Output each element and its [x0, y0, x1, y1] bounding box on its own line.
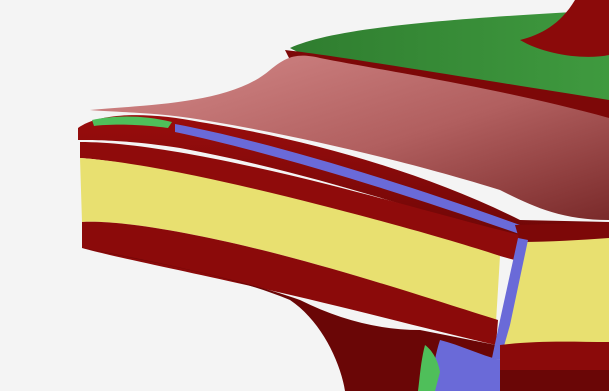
- green-region-top: [290, 10, 609, 110]
- red-knob: [520, 0, 609, 57]
- red-base: [82, 248, 496, 391]
- dark-red-lower-right: [495, 370, 609, 391]
- blue-stripe: [175, 124, 525, 236]
- highlight-face: [90, 55, 609, 220]
- blue-region-bottom: [430, 340, 500, 391]
- red-frame-right: [515, 222, 609, 242]
- yellow-face: [80, 158, 500, 322]
- blue-seam: [492, 238, 528, 360]
- yellow-block-right: [500, 232, 609, 348]
- red-strip-bottom-right: [500, 341, 609, 370]
- green-strip-left: [92, 116, 172, 128]
- red-band-lower: [82, 221, 498, 345]
- green-sliver-bottom: [418, 345, 440, 391]
